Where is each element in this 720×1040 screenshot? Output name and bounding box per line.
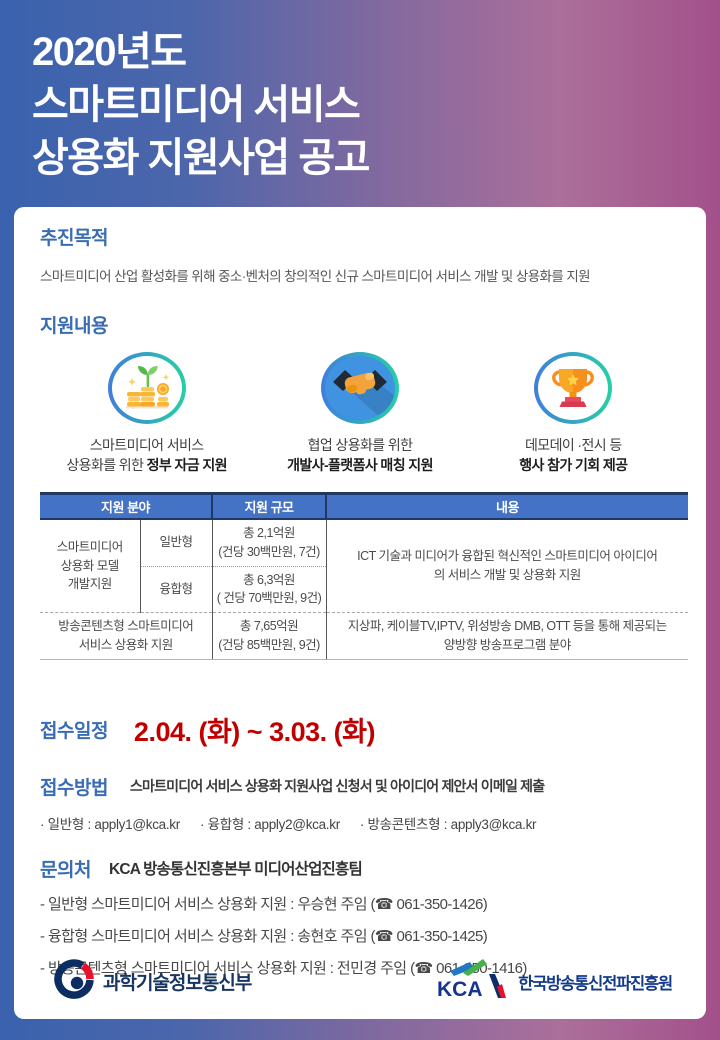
caption-line2-prefix: 상용화를 위한 bbox=[66, 457, 147, 474]
support-caption: 데모데이 ·전시 등 행사 참가 기회 제공 bbox=[519, 435, 628, 476]
cell-group-desc: ICT 기술과 미디어가 융합된 혁신적인 스마트미디어 아이디어 의 서비스 … bbox=[325, 519, 689, 613]
contact-lines: - 일반형 스마트미디어 서비스 상용화 지원 : 우승현 주임 (☎ 061-… bbox=[40, 893, 680, 978]
contact-row: 문의처 KCA 방송통신진흥본부 미디어산업진흥팀 bbox=[40, 855, 680, 882]
support-caption: 협업 상용화를 위한 개발사-플랫폼사 매칭 지원 bbox=[287, 435, 433, 476]
support-item-matching: 협업 상용화를 위한 개발사-플랫폼사 매칭 지원 bbox=[253, 352, 466, 476]
kca-letters: KCA bbox=[437, 978, 483, 1000]
method-row: 접수방법 스마트미디어 서비스 상용화 지원사업 신청서 및 아이디어 제안서 … bbox=[40, 773, 680, 800]
trophy-icon bbox=[538, 356, 609, 420]
schedule-dates: 2.04. (화) ~ 3.03. (화) bbox=[133, 716, 376, 747]
hero-header: 2020년도 스마트미디어 서비스 상용화 지원사업 공고 bbox=[32, 26, 370, 184]
caption-line1: 데모데이 ·전시 등 bbox=[525, 437, 622, 453]
page-title-line-2: 스마트미디어 서비스 bbox=[32, 82, 361, 127]
method-body: 스마트미디어 서비스 상용화 지원사업 신청서 및 아이디어 제안서 이메일 제… bbox=[129, 778, 545, 795]
page-title-line-1: 2020년도 bbox=[32, 30, 187, 74]
msit-logo: 과학기술정보통신부 bbox=[54, 959, 252, 1004]
email-convergence: · 융합형 : apply2@kca.kr bbox=[199, 816, 340, 832]
cell-type-convergence: 융합형 bbox=[139, 566, 213, 613]
support-heading: 지원내용 bbox=[40, 316, 108, 337]
page-title-line-3: 상용화 지원사업 공고 bbox=[32, 135, 370, 180]
table-row: 스마트미디어 상용화 모델 개발지원 일반형 총 2,1억원 (건당 30백만원… bbox=[40, 519, 689, 613]
support-table: 지원 분야 지원 규모 내용 스마트미디어 상용화 모델 개발지원 일반형 총 … bbox=[40, 491, 689, 660]
table-header-scale: 지원 규모 bbox=[211, 491, 327, 521]
caption-line2-bold: 정부 자금 지원 bbox=[146, 457, 228, 474]
schedule-row: 접수일정 2.04. (화) ~ 3.03. (화) bbox=[40, 710, 680, 749]
contact-org: KCA 방송통신진흥본부 미디어산업진흥팀 bbox=[108, 861, 363, 879]
kca-logo: KCA 한국방송통신전파진흥원 bbox=[437, 958, 673, 1005]
kca-org-label: 한국방송통신전파진흥원 bbox=[518, 974, 673, 993]
table-header-field: 지원 분야 bbox=[40, 491, 213, 521]
contact-line-broadcast: - 방송콘텐츠형 스마트미디어 서비스 상용화 지원 : 전민경 주임 (☎ 0… bbox=[40, 959, 527, 977]
support-item-events: 데모데이 ·전시 등 행사 참가 기회 제공 bbox=[467, 352, 680, 476]
support-items-row: 스마트미디어 서비스 상용화를 위한 정부 자금 지원 bbox=[40, 352, 680, 476]
method-heading: 접수방법 bbox=[40, 777, 108, 799]
email-list: · 일반형 : apply1@kca.kr · 융합형 : apply2@kca… bbox=[40, 813, 680, 833]
cell-type-general: 일반형 bbox=[139, 519, 213, 567]
cell-broadcast-desc: 지상파, 케이블TV,IPTV, 위성방송 DMB, OTT 등을 통해 제공되… bbox=[325, 612, 689, 660]
contact-line-convergence: - 융합형 스마트미디어 서비스 상용화 지원 : 송현호 주임 (☎ 061-… bbox=[40, 927, 488, 945]
support-item-funding: 스마트미디어 서비스 상용화를 위한 정부 자금 지원 bbox=[40, 352, 253, 476]
footer-logos: 과학기술정보통신부 KCA 한국방송통신전파진흥원 bbox=[54, 958, 673, 1005]
contact-heading: 문의처 bbox=[40, 859, 91, 881]
support-caption: 스마트미디어 서비스 상용화를 위한 정부 자금 지원 bbox=[66, 435, 227, 476]
purpose-heading: 추진목적 bbox=[40, 228, 108, 249]
msit-label: 과학기술정보통신부 bbox=[103, 973, 252, 994]
table-row: 융합형 총 6,3억원 ( 건당 70백만원, 9건) bbox=[40, 566, 688, 613]
cell-amount-general: 총 2,1억원 (건당 30백만원, 7건) bbox=[211, 519, 327, 567]
cell-broadcast-amount: 총 7,65억원 (건당 85백만원, 9건) bbox=[211, 612, 327, 660]
caption-line1: 협업 상용화를 위한 bbox=[307, 437, 413, 453]
cell-broadcast-label: 방송콘텐츠형 스마트미디어 서비스 상용화 지원 bbox=[40, 612, 213, 660]
coins-plant-growth-icon bbox=[111, 356, 182, 420]
kca-mark-icon: KCA bbox=[437, 958, 509, 1005]
email-broadcast: · 방송콘텐츠형 : apply3@kca.kr bbox=[359, 816, 537, 832]
gradient-ring bbox=[320, 352, 399, 424]
table-header-row: 지원 분야 지원 규모 내용 bbox=[40, 491, 689, 521]
content-card: 추진목적 스마트미디어 산업 활성화를 위해 중소·벤처의 창의적인 신규 스마… bbox=[14, 207, 706, 1019]
msit-emblem-icon bbox=[54, 959, 94, 1004]
schedule-heading: 접수일정 bbox=[40, 720, 108, 742]
email-general: · 일반형 : apply1@kca.kr bbox=[40, 816, 180, 832]
cell-amount-convergence: 총 6,3억원 ( 건당 70백만원, 9건) bbox=[211, 566, 327, 613]
handshake-icon bbox=[324, 356, 395, 420]
caption-line2-bold: 개발사-플랫폼사 매칭 지원 bbox=[287, 457, 433, 474]
caption-line1: 스마트미디어 서비스 bbox=[89, 437, 204, 453]
purpose-body: 스마트미디어 산업 활성화를 위해 중소·벤처의 창의적인 신규 스마트미디어 … bbox=[40, 269, 591, 284]
contact-line-general: - 일반형 스마트미디어 서비스 상용화 지원 : 우승현 주임 (☎ 061-… bbox=[40, 895, 488, 913]
cell-group-label: 스마트미디어 상용화 모델 개발지원 bbox=[56, 539, 124, 592]
table-row: 방송콘텐츠형 스마트미디어 서비스 상용화 지원 총 7,65억원 (건당 85… bbox=[40, 612, 689, 660]
gradient-ring bbox=[534, 352, 613, 424]
table-header-content: 내용 bbox=[325, 491, 689, 521]
gradient-ring bbox=[107, 352, 186, 424]
caption-line2-bold: 행사 참가 기회 제공 bbox=[519, 457, 628, 474]
